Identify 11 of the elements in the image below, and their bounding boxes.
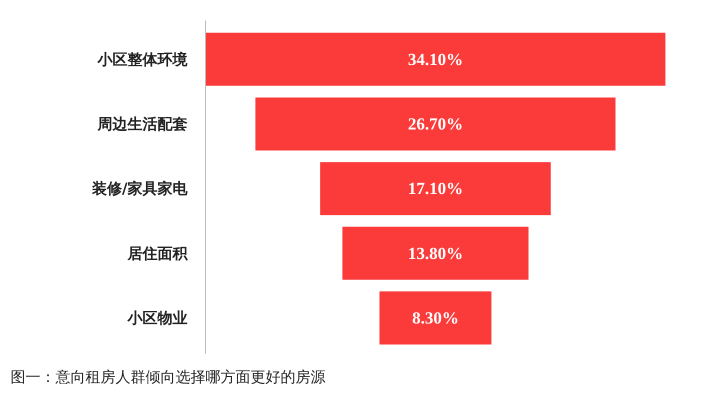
category-label: 居住面积 <box>126 244 188 262</box>
category-label: 小区物业 <box>126 308 188 327</box>
data-label: 34.10% <box>408 50 464 69</box>
category-label: 周边生活配套 <box>96 114 188 133</box>
category-label: 小区整体环境 <box>96 50 188 68</box>
data-label: 26.70% <box>408 114 464 134</box>
data-label: 17.10% <box>408 179 464 198</box>
text: 图一：意向租房人群倾向选择哪方面更好的房源 <box>10 368 326 386</box>
data-label: 13.80% <box>408 244 464 263</box>
category-label: 装修/家具家电 <box>91 180 188 198</box>
data-label: 8.30% <box>412 308 459 328</box>
